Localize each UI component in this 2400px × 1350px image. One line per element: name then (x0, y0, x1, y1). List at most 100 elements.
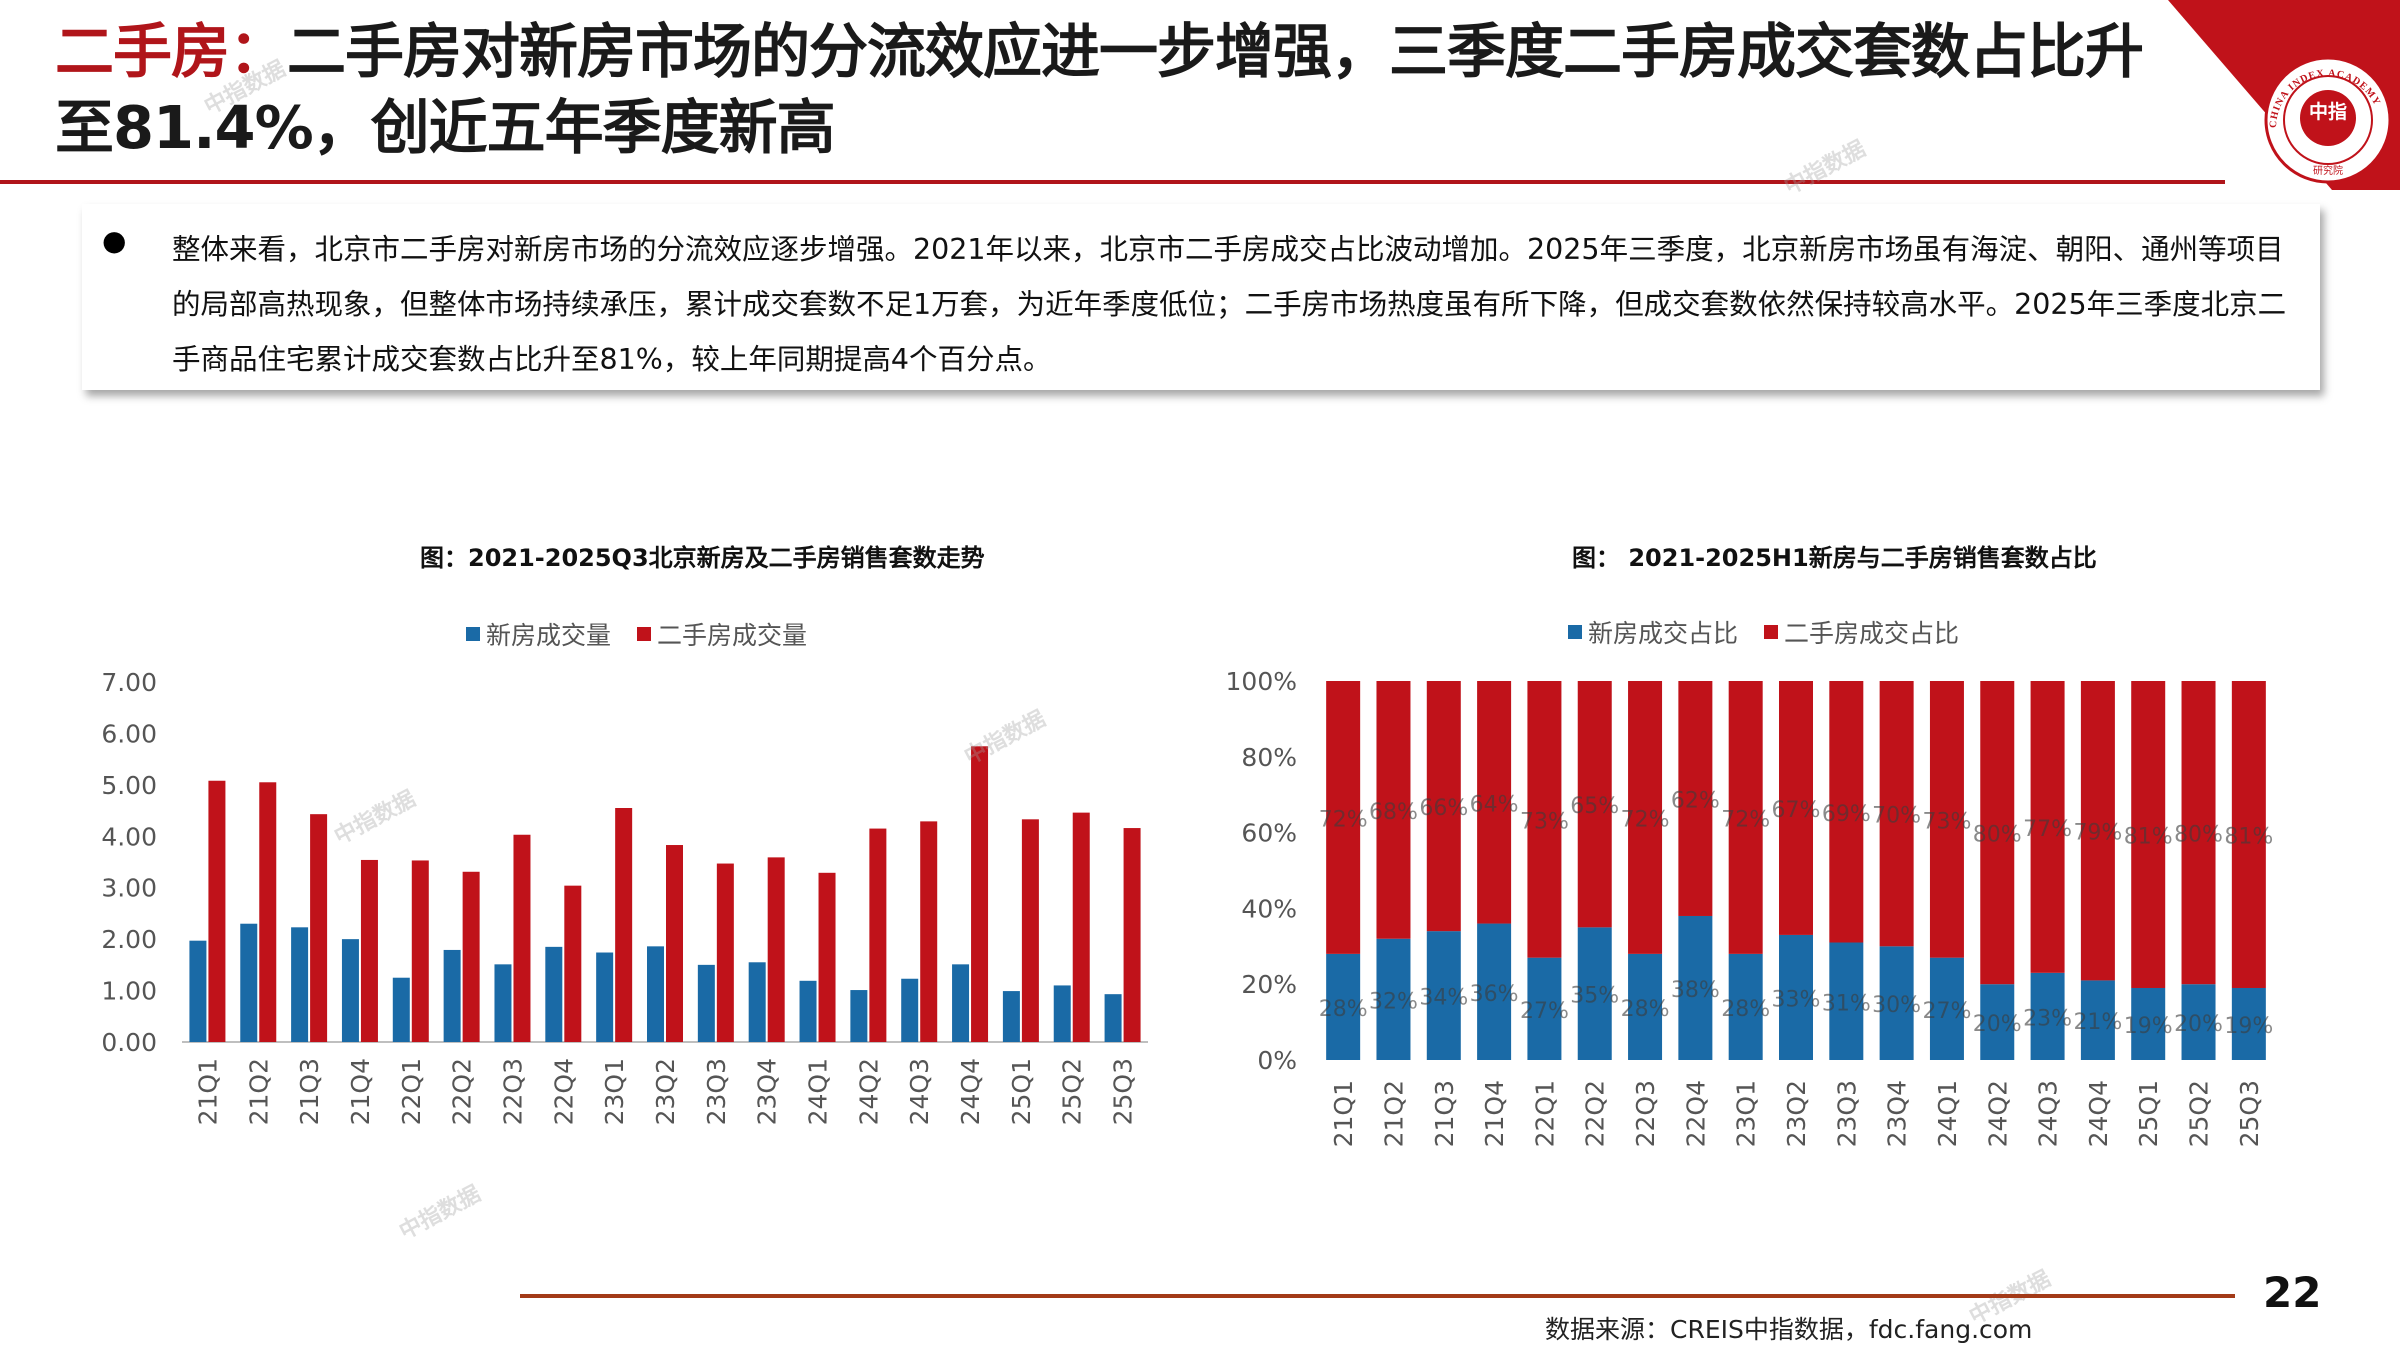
chart2-x-tick: 23Q2 (1782, 1080, 1811, 1147)
chart1-x-tick: 24Q2 (854, 1058, 883, 1125)
chart1-bar-second (716, 863, 734, 1042)
chart2-bar-second (2030, 681, 2065, 973)
chart1-bar-second (818, 872, 836, 1042)
chart1-x-tick: 22Q2 (448, 1058, 477, 1125)
chart1-bar-second (1123, 828, 1141, 1042)
chart1-x-tick: 21Q3 (295, 1058, 324, 1125)
chart2-bar-new (2231, 987, 2266, 1060)
logo-bottom-text: 研究院 (2313, 164, 2343, 177)
chart2-bar-new (2030, 972, 2065, 1060)
chart1-bar-second (411, 860, 429, 1042)
chart2-bar-second (1829, 681, 1864, 943)
title-divider (0, 180, 2225, 184)
chart1-legend: 新房成交量 二手房成交量 (466, 616, 833, 652)
chart1-x-tick: 22Q4 (549, 1058, 578, 1125)
chart1-bar-second (615, 808, 633, 1042)
chart2-bar-second (1678, 681, 1713, 916)
corner-logo: CHINA INDEX ACADEMY 中指 研究院 (2100, 0, 2400, 190)
chart1-y-tick: 1.00 (101, 977, 157, 1006)
chart2-bar-new (2080, 980, 2115, 1060)
chart2-data-label-second: 72% (1721, 807, 1770, 832)
chart1-bar-new (748, 962, 766, 1042)
chart2-bar-new (1477, 923, 1512, 1060)
chart2-x-tick: 22Q3 (1631, 1080, 1660, 1147)
chart1-bar-new (443, 949, 461, 1042)
chart1-bar-new (596, 952, 614, 1042)
chart1-y-tick: 7.00 (101, 668, 157, 697)
chart1-bar-second (920, 821, 938, 1042)
chart2-legend-second-label: 二手房成交占比 (1784, 619, 1960, 648)
chart2-bar-new (1527, 957, 1562, 1060)
chart2-data-label-new: 19% (2224, 1014, 2273, 1039)
chart1-x-tick: 22Q1 (397, 1058, 426, 1125)
chart1-bar-new (952, 964, 970, 1042)
chart1-bar-second (971, 746, 989, 1042)
chart2-legend-new: 新房成交占比 (1568, 614, 1738, 650)
chart2-x-tick: 21Q2 (1379, 1080, 1408, 1147)
chart2-data-label-second: 67% (1772, 798, 1821, 823)
chart1-y-tick: 6.00 (101, 719, 157, 748)
chart2-x-tick: 21Q4 (1480, 1080, 1509, 1147)
summary-text: 整体来看，北京市二手房对新房市场的分流效应逐步增强。2021年以来，北京市二手房… (172, 233, 2287, 376)
chart1-bar-new (1002, 991, 1020, 1042)
chart2-x-tick: 24Q3 (2034, 1080, 2063, 1147)
chart1-bar-second (1072, 812, 1090, 1042)
chart2-data-label-second: 70% (1872, 804, 1921, 829)
chart2-data-label-new: 20% (2174, 1012, 2223, 1037)
chart1-bar-second (767, 857, 785, 1042)
chart1-bar-new (240, 923, 258, 1042)
chart1-x-tick: 25Q3 (1109, 1058, 1138, 1125)
chart2-data-label-second: 73% (1520, 809, 1569, 834)
chart1-legend-new: 新房成交量 (466, 616, 611, 652)
chart2-data-label-second: 72% (1319, 807, 1368, 832)
chart2-bar-second (1779, 681, 1813, 935)
chart2-bar-new (1929, 957, 1964, 1060)
chart1-bar-new (189, 940, 207, 1042)
chart1-bar-second (360, 859, 378, 1042)
chart1-bar-new (545, 946, 563, 1042)
chart2-data-label-second: 64% (1470, 792, 1519, 817)
chart2-x-tick: 25Q1 (2134, 1080, 2163, 1147)
chart2-legend-second: 二手房成交占比 (1764, 614, 1959, 650)
chart1-bar-new (1053, 985, 1071, 1042)
chart2-x-tick: 25Q3 (2235, 1080, 2264, 1147)
chart2-x-tick: 23Q3 (1832, 1080, 1861, 1147)
chart1-bar-second (208, 780, 226, 1042)
chart2-bar-new (1829, 942, 1864, 1060)
chart2-data-label-second: 62% (1671, 788, 1720, 813)
chart1-bar-new (341, 939, 359, 1042)
chart1-title: 图：2021-2025Q3北京新房及二手房销售套数走势 (420, 544, 985, 572)
chart2-x-tick: 23Q4 (1883, 1080, 1912, 1147)
chart1-bar-second (1021, 819, 1039, 1042)
chart1-x-tick: 22Q3 (498, 1058, 527, 1125)
chart2-bar-new (1678, 915, 1713, 1060)
logo-inner-text: 中指 (2309, 100, 2347, 123)
chart2-data-label-new: 21% (2073, 1010, 2122, 1035)
chart2-y-tick: 100% (1226, 667, 1297, 696)
chart1-x-tick: 23Q1 (600, 1058, 629, 1125)
chart2-data-label-second: 77% (2023, 817, 2072, 842)
chart2-bar-second (1980, 681, 2015, 985)
chart2-data-label-new: 32% (1369, 989, 1418, 1014)
chart2-data-label-new: 31% (1822, 991, 1871, 1016)
chart2-y-tick: 60% (1241, 819, 1297, 848)
chart2-data-label-new: 20% (1973, 1012, 2022, 1037)
chart1-x-tick: 23Q2 (651, 1058, 680, 1125)
data-source: 数据来源：CREIS中指数据，fdc.fang.com (1545, 1315, 2033, 1344)
chart2-data-label-new: 30% (1872, 993, 1921, 1018)
chart2-data-label-second: 81% (2124, 824, 2173, 849)
chart1-bar-new (901, 978, 919, 1042)
chart2-bar-second (1929, 681, 1964, 958)
chart2-data-label-new: 28% (1319, 997, 1368, 1022)
chart2-bar-second (2131, 681, 2166, 988)
chart2-x-tick: 24Q1 (1933, 1080, 1962, 1147)
chart1-bar-second (310, 814, 328, 1042)
chart1-legend-second: 二手房成交量 (637, 616, 807, 652)
chart1-bar-new (291, 927, 309, 1042)
chart1-y-tick: 2.00 (101, 925, 157, 954)
chart1-bar-second (564, 885, 582, 1042)
chart2-bar-second (2231, 681, 2266, 988)
summary-box: ● 整体来看，北京市二手房对新房市场的分流效应逐步增强。2021年以来，北京市二… (82, 204, 2320, 390)
chart1-x-tick: 25Q1 (1007, 1058, 1036, 1125)
